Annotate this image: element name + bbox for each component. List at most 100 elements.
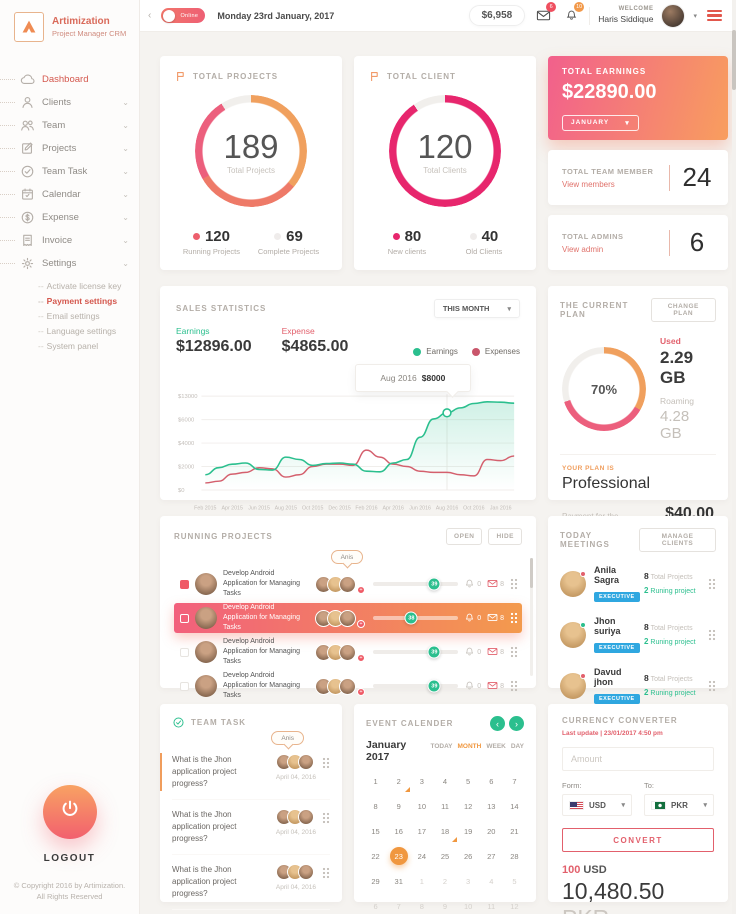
- sidebar-subitem-language-settings[interactable]: Language settings: [38, 323, 139, 338]
- sidebar-item-settings[interactable]: Settings: [0, 252, 139, 275]
- progress-bar[interactable]: 38: [373, 611, 459, 625]
- project-row[interactable]: Develop Android Application for Managing…: [174, 603, 522, 633]
- calendar-day[interactable]: 1: [373, 776, 378, 786]
- hide-button[interactable]: HIDE: [488, 528, 522, 545]
- sidebar-item-team-task[interactable]: Team Task: [0, 160, 139, 183]
- calendar-view-week[interactable]: WEEK: [486, 743, 506, 750]
- bell-icon[interactable]: 10: [561, 1, 585, 25]
- online-toggle[interactable]: Online: [161, 8, 206, 23]
- meeting-row[interactable]: Jhon suriya EXECUTIVE 8 Total Projects 2…: [560, 609, 716, 660]
- more-options-icon[interactable]: [510, 646, 518, 658]
- calendar-day[interactable]: 24: [417, 851, 427, 861]
- project-checkbox[interactable]: [180, 647, 189, 657]
- calendar-day[interactable]: 31: [394, 876, 403, 886]
- calendar-view-month[interactable]: MONTH: [457, 743, 482, 750]
- sidebar-item-team[interactable]: Team: [0, 114, 139, 137]
- add-member-badge[interactable]: [357, 585, 365, 594]
- calendar-day[interactable]: 27: [487, 851, 496, 861]
- change-plan-button[interactable]: CHANGE PLAN: [650, 298, 716, 322]
- calendar-day[interactable]: 21: [510, 826, 519, 836]
- task-row[interactable]: What is the Jhon application project pro…: [172, 910, 330, 914]
- task-row[interactable]: What is the Jhon application project pro…: [172, 800, 330, 855]
- calendar-day[interactable]: 8: [373, 801, 378, 811]
- mail-count[interactable]: 8: [487, 578, 504, 591]
- view-members-link[interactable]: View members: [562, 179, 615, 189]
- task-row[interactable]: What is the Jhon application project pro…: [172, 855, 330, 910]
- calendar-day[interactable]: 4: [489, 876, 494, 886]
- month-dropdown[interactable]: JANUARY: [562, 114, 639, 131]
- meeting-row[interactable]: Anila Sagra EXECUTIVE 8 Total Projects 2…: [560, 558, 716, 609]
- mail-count[interactable]: 8: [487, 646, 504, 659]
- sidebar-item-clients[interactable]: Clients: [0, 91, 139, 114]
- sidebar-subitem-payment-settings[interactable]: Payment settings: [38, 293, 139, 308]
- calendar-day[interactable]: 6: [373, 901, 378, 911]
- manage-clients-button[interactable]: MANAGE CLIENTS: [639, 528, 716, 552]
- calendar-day[interactable]: 4: [442, 776, 448, 786]
- calendar-day[interactable]: 13: [487, 801, 496, 811]
- bell-count[interactable]: 0: [464, 646, 481, 659]
- calendar-day[interactable]: 12: [463, 801, 473, 811]
- amount-input[interactable]: [562, 747, 714, 771]
- mail-icon[interactable]: 6: [533, 1, 557, 25]
- calendar-day[interactable]: 5: [466, 776, 471, 786]
- calendar-view-day[interactable]: DAY: [510, 743, 524, 750]
- project-row[interactable]: Develop Android Application for Managing…: [174, 569, 522, 599]
- more-options-icon[interactable]: [322, 812, 330, 824]
- chevron-down-icon[interactable]: [693, 12, 697, 20]
- calendar-day[interactable]: 8: [419, 901, 424, 911]
- project-checkbox[interactable]: [180, 681, 189, 691]
- logout-button[interactable]: [42, 784, 97, 839]
- calendar-day[interactable]: 6: [489, 776, 494, 786]
- open-button[interactable]: OPEN: [446, 528, 483, 545]
- calendar-day[interactable]: 9: [442, 901, 448, 911]
- bell-count[interactable]: 0: [464, 612, 481, 625]
- calendar-day[interactable]: 17: [417, 826, 427, 836]
- project-row[interactable]: Develop Android Application for Managing…: [174, 637, 522, 667]
- to-currency-select[interactable]: PKR: [644, 794, 714, 816]
- range-dropdown[interactable]: THIS MONTH: [433, 299, 520, 318]
- calendar-day[interactable]: 1: [419, 876, 424, 886]
- more-options-icon[interactable]: [510, 612, 518, 624]
- calendar-day[interactable]: 14: [510, 801, 519, 811]
- progress-bar[interactable]: 39: [373, 645, 459, 659]
- calendar-day[interactable]: 25: [440, 851, 450, 861]
- project-row[interactable]: Develop Android Application for Managing…: [174, 671, 522, 701]
- more-options-icon[interactable]: [708, 628, 716, 641]
- add-member-badge[interactable]: [357, 619, 365, 628]
- bell-count[interactable]: 0: [464, 578, 481, 591]
- progress-bar[interactable]: 39: [373, 679, 459, 693]
- view-admin-link[interactable]: View admin: [562, 244, 604, 254]
- sidebar-item-invoice[interactable]: Invoice: [0, 229, 139, 252]
- calendar-day[interactable]: 2: [442, 876, 448, 886]
- add-member-badge[interactable]: [357, 687, 365, 696]
- sidebar-item-projects[interactable]: Projects: [0, 137, 139, 160]
- calendar-day[interactable]: 10: [417, 801, 427, 811]
- calendar-next-button[interactable]: [509, 716, 524, 731]
- more-options-icon[interactable]: [322, 757, 330, 769]
- calendar-day[interactable]: 7: [396, 901, 401, 911]
- calendar-day[interactable]: 5: [512, 876, 517, 886]
- menu-icon[interactable]: [705, 6, 724, 26]
- calendar-day[interactable]: 9: [396, 801, 401, 811]
- calendar-day[interactable]: 23: [387, 846, 410, 866]
- calendar-prev-button[interactable]: [490, 716, 505, 731]
- card-scrollbar[interactable]: [530, 558, 533, 676]
- project-checkbox[interactable]: [180, 579, 189, 589]
- page-scrollbar[interactable]: [732, 0, 736, 914]
- user-avatar[interactable]: [661, 3, 686, 28]
- calendar-day[interactable]: 11: [487, 901, 496, 911]
- calendar-day[interactable]: 29: [371, 876, 380, 886]
- calendar-view-today[interactable]: TODAY: [430, 743, 453, 750]
- calendar-day[interactable]: 28: [510, 851, 519, 861]
- calendar-day[interactable]: 19: [463, 826, 473, 836]
- sidebar-subitem-activate-license-key[interactable]: Activate license key: [38, 278, 139, 293]
- more-options-icon[interactable]: [708, 577, 716, 590]
- mail-count[interactable]: 8: [487, 612, 504, 625]
- calendar-day[interactable]: 10: [463, 901, 473, 911]
- task-row[interactable]: What is the Jhon application project pro…: [160, 745, 330, 800]
- calendar-day[interactable]: 3: [466, 876, 471, 886]
- from-currency-select[interactable]: USD: [562, 794, 632, 816]
- calendar-day[interactable]: 22: [371, 851, 380, 861]
- add-member-badge[interactable]: [357, 653, 365, 662]
- sidebar-item-calendar[interactable]: Calendar: [0, 183, 139, 206]
